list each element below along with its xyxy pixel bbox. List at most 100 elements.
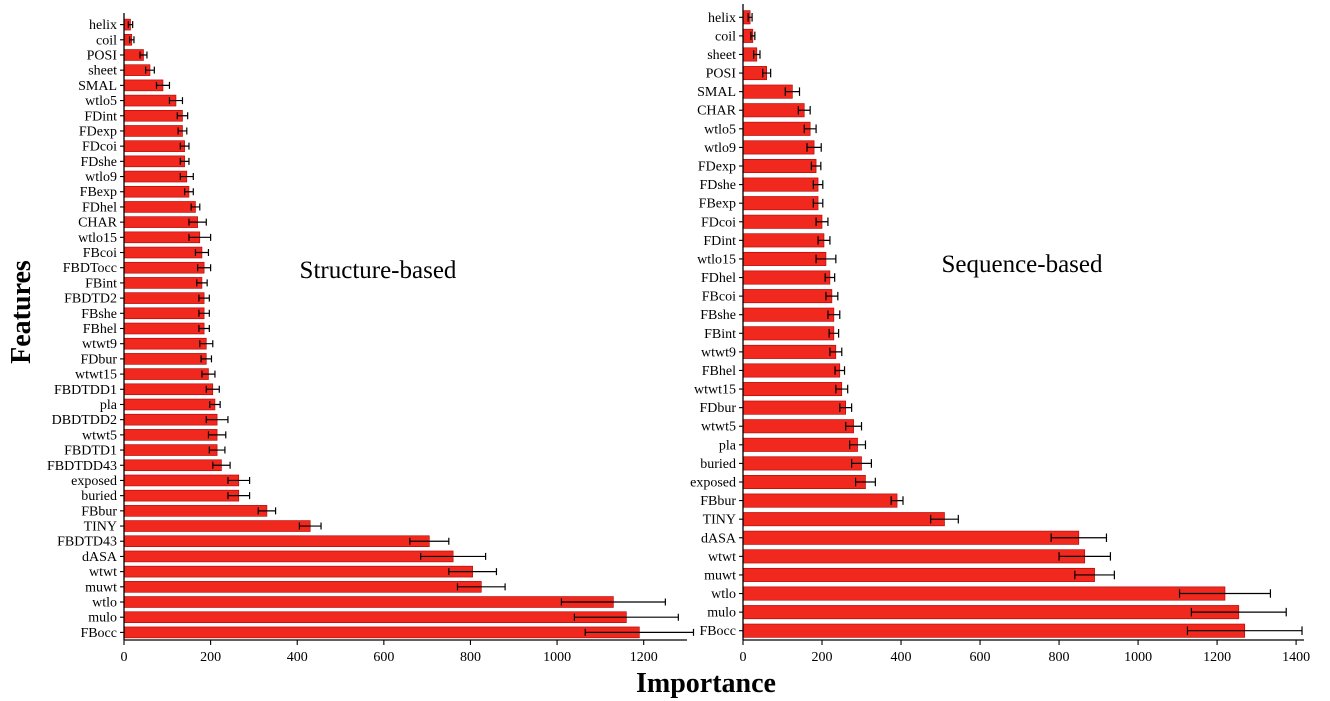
bar-wtlo5: [742, 121, 811, 136]
category-label-FDint: FDint: [84, 109, 117, 124]
bar-FBhel: [123, 322, 205, 335]
error-bar-FDexp: [177, 127, 188, 135]
error-bar-FBbur: [890, 496, 904, 505]
category-label-FDshe: FDshe: [80, 155, 117, 170]
error-bar-dASA: [420, 552, 487, 560]
x-tick-label: 200: [812, 650, 833, 665]
error-bar-wtlo9: [806, 143, 822, 152]
error-bar-TINY: [930, 514, 959, 524]
error-bar-CHAR: [188, 218, 207, 226]
bar-FDint: [123, 110, 183, 122]
category-label-TINY: TINY: [703, 513, 736, 528]
category-label-FBcoi: FBcoi: [702, 290, 736, 305]
x-tick-label: 0: [740, 650, 747, 665]
bar-FBint: [123, 277, 203, 289]
bar-buried: [123, 489, 240, 502]
category-label-FBDTDD1: FBDTDD1: [54, 383, 117, 398]
category-label-FBhel: FBhel: [702, 364, 736, 379]
error-bar-wtwt9: [199, 340, 214, 348]
bar-muwt: [123, 581, 482, 593]
category-label-FBocc: FBocc: [80, 626, 117, 641]
category-label-dASA: dASA: [701, 531, 737, 546]
category-label-FDexp: FDexp: [79, 124, 117, 139]
bar-wtlo15: [742, 251, 827, 266]
bar-FDshe: [742, 177, 819, 192]
category-label-FDhel: FDhel: [82, 200, 117, 215]
error-bar-sheet: [753, 50, 761, 59]
category-label-buried: buried: [81, 489, 117, 504]
bar-exposed: [742, 475, 866, 489]
category-label-exposed: exposed: [71, 474, 117, 489]
error-bar-wtwt5: [207, 431, 227, 439]
category-label-CHAR: CHAR: [697, 104, 737, 119]
error-bar-POSI: [139, 51, 148, 59]
error-bar-FDbur: [839, 403, 853, 412]
bar-CHAR: [123, 216, 198, 228]
category-label-mulo: mulo: [707, 606, 736, 621]
error-bar-FBint: [828, 329, 840, 338]
category-label-DBDTDD2: DBDTDD2: [52, 413, 117, 428]
error-bar-sheet: [145, 66, 155, 74]
bar-FDshe: [123, 155, 185, 168]
category-label-FBshe: FBshe: [81, 307, 117, 322]
bar-FBexp: [742, 196, 819, 211]
bar-FDint: [742, 233, 825, 248]
error-bar-wtlo5: [803, 124, 817, 134]
category-label-wtwt: wtwt: [89, 565, 117, 580]
category-label-POSI: POSI: [706, 67, 737, 82]
bar-buried: [742, 456, 862, 471]
y-axis-title: Features: [6, 260, 37, 364]
error-bar-FBocc: [584, 628, 695, 636]
bar-wtwt5: [123, 429, 218, 441]
bar-dASA: [123, 550, 454, 563]
error-bar-muwt: [1074, 570, 1115, 580]
category-label-FDhel: FDhel: [701, 271, 736, 286]
bar-FBexp: [123, 185, 190, 198]
error-bar-FBDTD1: [208, 446, 226, 454]
bar-FDbur: [742, 400, 847, 415]
category-label-pla: pla: [719, 438, 737, 453]
category-label-FBDTDD43: FBDTDD43: [47, 459, 117, 474]
bar-FBDTDD43: [123, 459, 222, 472]
category-label-FDint: FDint: [703, 234, 736, 249]
category-label-FDshe: FDshe: [699, 178, 736, 193]
category-label-TINY: TINY: [84, 520, 117, 535]
error-bar-FDhel: [824, 273, 836, 282]
x-tick-label: 1000: [543, 650, 571, 665]
error-bar-wtwt15: [835, 384, 849, 394]
category-label-wtlo5: wtlo5: [85, 94, 117, 109]
category-label-SMAL: SMAL: [78, 79, 117, 94]
category-label-wtlo9: wtlo9: [704, 141, 736, 156]
category-label-FBcoi: FBcoi: [83, 246, 117, 261]
bar-TINY: [123, 520, 311, 532]
bar-FBbur: [742, 493, 898, 508]
bar-FBDTDD1: [123, 383, 214, 396]
bar-wtlo: [123, 596, 614, 608]
category-label-wtwt9: wtwt9: [82, 337, 117, 352]
category-label-FDcoi: FDcoi: [701, 215, 736, 230]
error-bar-wtwt9: [829, 347, 843, 357]
bar-FDhel: [742, 270, 831, 285]
bar-wtwt9: [742, 344, 837, 359]
category-label-pla: pla: [100, 398, 118, 413]
category-label-FBbur: FBbur: [81, 504, 117, 519]
bar-FBDTocc: [123, 261, 205, 274]
error-bar-pla: [849, 440, 867, 450]
bar-wtlo9: [123, 170, 188, 183]
category-label-muwt: muwt: [85, 580, 117, 595]
bar-FDexp: [123, 125, 183, 137]
error-bar-FBDTDD43: [212, 461, 231, 469]
category-label-sheet: sheet: [707, 48, 736, 63]
bar-wtwt9: [123, 337, 207, 350]
x-tick-label: 1200: [630, 650, 658, 665]
panel-title: Sequence-based: [941, 251, 1103, 278]
error-bar-CHAR: [797, 105, 811, 115]
category-label-FBshe: FBshe: [700, 308, 736, 323]
error-bar-FDint: [176, 112, 189, 120]
category-label-mulo: mulo: [88, 611, 117, 626]
error-bar-FBcoi: [825, 291, 839, 301]
bar-FBcoi: [123, 246, 203, 259]
bar-wtwt5: [742, 419, 854, 434]
bar-FBcoi: [742, 289, 833, 304]
